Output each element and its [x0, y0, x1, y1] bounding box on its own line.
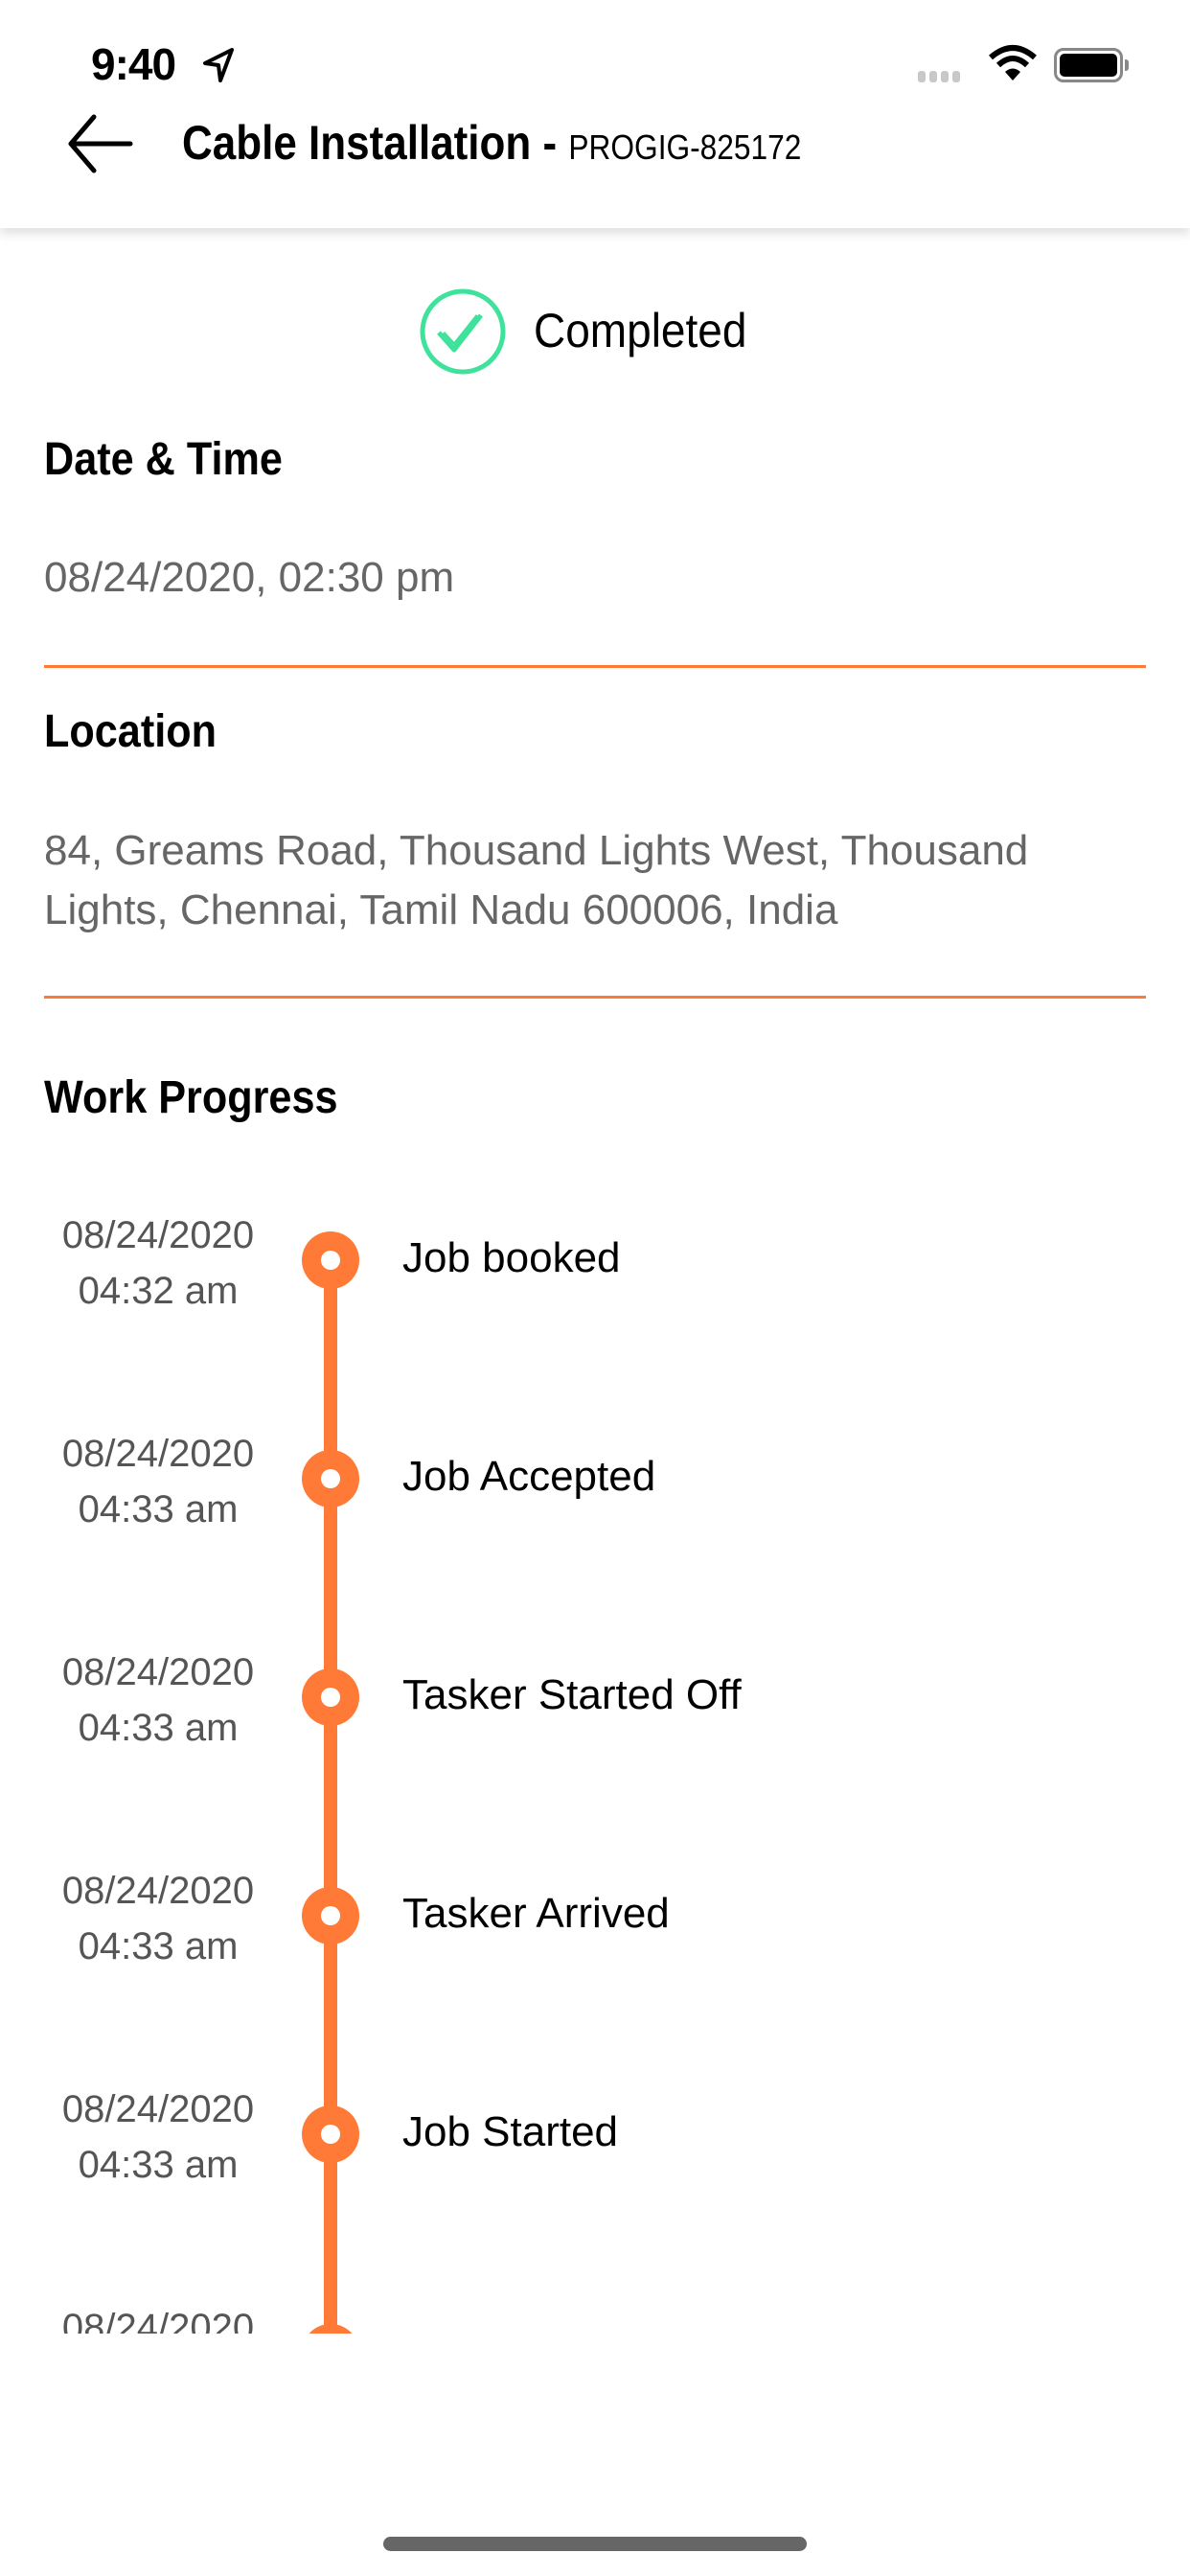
status-label: Completed [534, 304, 747, 357]
page-title: Cable Installation - PROGIG-825172 [182, 115, 801, 171]
timeline-item: 08/24/2020 [0, 2271, 1190, 2334]
timeline-label: Job booked [402, 1234, 621, 1281]
timeline-item: 08/24/2020 04:32 am Job booked [0, 1179, 1190, 1397]
timeline-item: 08/24/2020 04:33 am Job Started [0, 2053, 1190, 2271]
timeline-dot-icon [302, 1887, 359, 1944]
wifi-icon [989, 45, 1037, 80]
location-arrow-icon [203, 48, 234, 82]
timeline-item: 08/24/2020 04:33 am Tasker Arrived [0, 1834, 1190, 2053]
timeline-time: 04:33 am [78, 1925, 239, 1967]
timeline-time: 04:32 am [78, 1270, 239, 1312]
timeline-datetime: 08/24/2020 04:33 am [38, 1644, 278, 1756]
timeline-date: 08/24/2020 [61, 2088, 255, 2130]
timeline-dot-icon [302, 1231, 359, 1289]
work-progress-heading: Work Progress [44, 1072, 338, 1123]
divider [44, 996, 1146, 999]
timeline-line [324, 1260, 337, 2334]
timeline-datetime: 08/24/2020 04:33 am [38, 2082, 278, 2193]
timeline-time: 04:33 am [78, 2144, 239, 2186]
timeline-date: 08/24/2020 [61, 1214, 255, 1256]
timeline-item: 08/24/2020 04:33 am Tasker Started Off [0, 1616, 1190, 1834]
timeline-date: 08/24/2020 [61, 2307, 255, 2334]
timeline-datetime: 08/24/2020 04:33 am [38, 1426, 278, 1537]
timeline-label: Tasker Started Off [402, 1671, 742, 1718]
timeline-datetime: 08/24/2020 04:33 am [38, 1863, 278, 1974]
timeline-date: 08/24/2020 [61, 1651, 255, 1693]
timeline-time: 04:33 am [78, 1488, 239, 1530]
timeline-item: 08/24/2020 04:33 am Job Accepted [0, 1397, 1190, 1616]
timeline-dot-icon [302, 2105, 359, 2163]
job-code: PROGIG-825172 [568, 127, 802, 167]
timeline-dot-icon [302, 2324, 359, 2334]
service-title: Cable Installation - [182, 116, 569, 170]
timeline-date: 08/24/2020 [61, 1870, 255, 1912]
app-header [0, 0, 1190, 228]
timeline-label: Job Started [402, 2108, 619, 2155]
status-time: 9:40 [91, 39, 176, 89]
timeline-datetime: 08/24/2020 [38, 2300, 278, 2334]
location-line-1: 84, Greams Road, Thousand Lights West, T… [44, 827, 1029, 874]
timeline-date: 08/24/2020 [61, 1433, 255, 1475]
battery-icon [1054, 48, 1123, 82]
home-indicator[interactable] [383, 2537, 807, 2551]
battery-tip [1125, 59, 1129, 71]
timeline-dot-icon [302, 1450, 359, 1507]
location-line-2: Lights, Chennai, Tamil Nadu 600006, Indi… [44, 886, 838, 933]
timeline-time: 04:33 am [78, 1707, 239, 1749]
back-arrow-icon[interactable] [67, 113, 134, 174]
location-heading: Location [44, 706, 217, 757]
check-circle-icon [420, 288, 506, 375]
timeline-label: Tasker Arrived [402, 1890, 670, 1937]
date-time-heading: Date & Time [44, 434, 283, 485]
timeline-label: Job Accepted [402, 1453, 656, 1500]
timeline-datetime: 08/24/2020 04:32 am [38, 1208, 278, 1319]
timeline-dot-icon [302, 1668, 359, 1726]
divider [44, 665, 1146, 668]
work-progress-timeline: 08/24/2020 04:32 am Job booked 08/24/2020 04… [0, 1179, 1190, 2334]
signal-icon [918, 71, 960, 82]
date-time-value: 08/24/2020, 02:30 pm [44, 554, 455, 601]
